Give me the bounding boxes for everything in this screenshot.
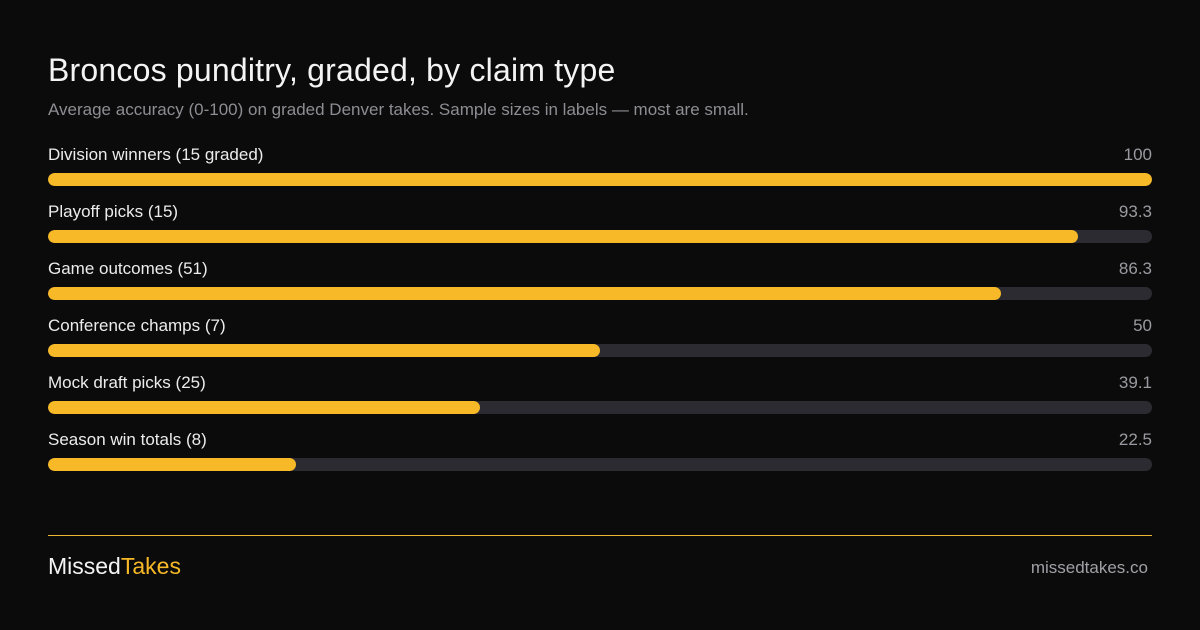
bar-fill (48, 287, 1001, 300)
bar-value-label: 50 (1133, 316, 1152, 335)
chart-title: Broncos punditry, graded, by claim type (48, 52, 616, 88)
bar-fill (48, 401, 480, 414)
bar-label: Conference champs (7) (48, 316, 226, 335)
bar-value-label: 86.3 (1118, 259, 1152, 278)
bar-label: Mock draft picks (25) (48, 373, 206, 392)
footer-divider (48, 535, 1152, 536)
brand-wordmark-part2: Takes (120, 553, 181, 579)
site-url: missedtakes.co (1030, 558, 1148, 577)
bar-track (48, 173, 1152, 186)
bar-track (48, 230, 1152, 243)
bar-row: Mock draft picks (25) 39.1 (48, 372, 1152, 420)
bar-track (48, 344, 1152, 357)
bar-label: Playoff picks (15) (48, 202, 179, 221)
chart-subtitle: Average accuracy (0-100) on graded Denve… (48, 100, 749, 119)
bar-row: Season win totals (8) 22.5 (48, 429, 1152, 477)
bar-fill (48, 458, 296, 471)
bar-row: Division winners (15 graded) 100 (48, 144, 1152, 192)
bar-track (48, 287, 1152, 300)
bar-row: Conference champs (7) 50 (48, 315, 1152, 363)
bar-fill (48, 344, 600, 357)
bar-row: Game outcomes (51) 86.3 (48, 258, 1152, 306)
brand-wordmark-part1: Missed (48, 553, 121, 579)
bar-value-label: 39.1 (1118, 373, 1152, 392)
bar-label: Game outcomes (51) (48, 259, 208, 278)
bar-fill (48, 173, 1152, 186)
bar-track (48, 401, 1152, 414)
brand-logo: MissedTakes (48, 553, 181, 580)
bar-value-label: 100 (1123, 145, 1152, 164)
bar-label: Season win totals (8) (48, 430, 207, 449)
bar-value-label: 22.5 (1118, 430, 1152, 449)
bar-label: Division winners (15 graded) (48, 145, 264, 164)
bar-track (48, 458, 1152, 471)
bar-row: Playoff picks (15) 93.3 (48, 201, 1152, 249)
bar-value-label: 93.3 (1118, 202, 1152, 221)
bar-fill (48, 230, 1078, 243)
